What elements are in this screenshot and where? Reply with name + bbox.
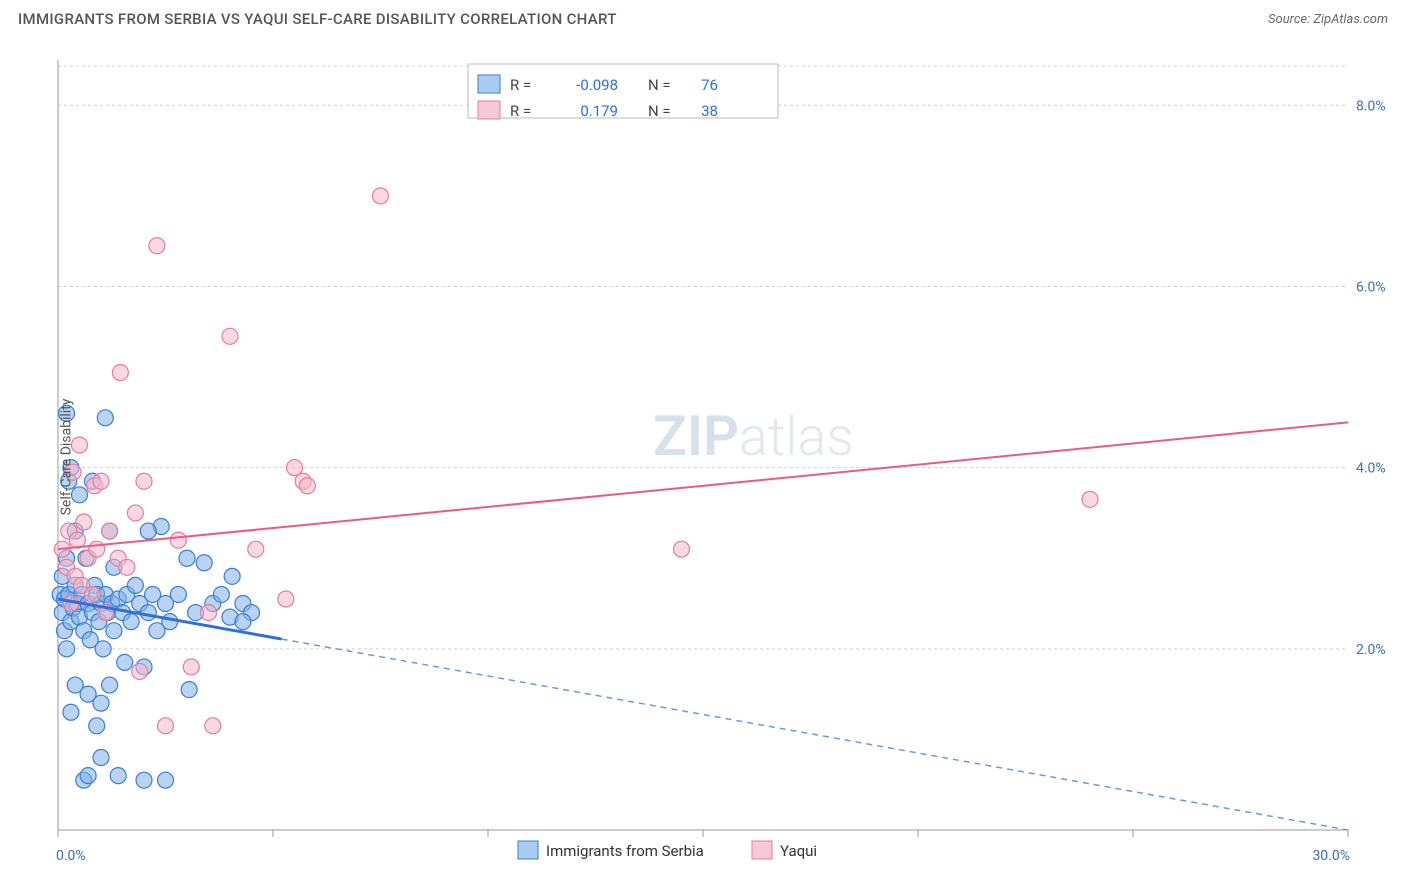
data-point [127,505,143,521]
data-point [127,577,143,593]
data-point [80,768,96,784]
legend-n-label: N = [648,102,671,120]
data-point [84,586,100,602]
legend-series-label: Immigrants from Serbia [546,842,704,860]
data-point [373,188,389,204]
data-point [149,238,165,254]
legend-swatch [518,841,538,859]
data-point [1082,491,1098,507]
data-point [196,555,212,571]
data-point [110,768,126,784]
legend-r-label: R = [510,76,531,94]
legend-swatch [478,75,500,93]
data-point [235,614,251,630]
data-point [132,663,148,679]
legend-swatch [752,841,772,859]
y-tick-label: 2.0% [1356,642,1386,658]
data-point [181,682,197,698]
data-point [76,514,92,530]
data-point [158,718,174,734]
data-point [170,532,186,548]
data-point [170,586,186,602]
legend-r-value: -0.098 [576,76,618,94]
legend-swatch [478,101,500,119]
source-prefix: Source: [1268,12,1313,27]
y-tick-label: 4.0% [1356,461,1386,477]
data-point [183,659,199,675]
data-point [674,541,690,557]
data-point [140,605,156,621]
data-point [63,704,79,720]
data-point [93,695,109,711]
data-point [93,750,109,766]
legend-r-value: 0.179 [580,102,618,120]
data-point [140,523,156,539]
data-point [95,641,111,657]
data-point [162,614,178,630]
data-point [93,473,109,489]
data-point [123,614,139,630]
data-point [179,550,195,566]
x-tick-label: 0.0% [56,848,86,864]
trendline-serbia-dashed [282,639,1348,830]
data-point [278,591,294,607]
data-point [106,623,122,639]
data-point [112,365,128,381]
y-tick-label: 6.0% [1356,279,1386,295]
chart-title: IMMIGRANTS FROM SERBIA VS YAQUI SELF-CAR… [18,10,617,28]
data-point [97,410,113,426]
watermark: ZIPatlas [653,403,854,469]
data-point [89,718,105,734]
data-point [102,677,118,693]
y-tick-label: 8.0% [1356,98,1386,114]
legend-n-value: 38 [701,102,718,120]
legend-n-value: 76 [701,76,718,94]
data-point [224,568,240,584]
x-tick-label: 30.0% [1312,848,1350,864]
correlation-scatter-chart: 2.0% 4.0% 6.0% 8.0% 0.0% 30.0% ZIPatlas R = -0.0… [18,40,1388,874]
data-point [299,478,315,494]
y-axis-label: Self-Care Disability [58,399,74,516]
legend-r-label: R = [510,102,531,120]
data-point [136,473,152,489]
data-point [222,328,238,344]
legend-n-label: N = [648,76,671,94]
data-point [248,541,264,557]
data-point [213,586,229,602]
data-point [201,605,217,621]
data-point [136,772,152,788]
data-point [158,772,174,788]
data-point [59,641,75,657]
source-attribution: Source: ZipAtlas.com [1268,12,1388,27]
data-point [205,718,221,734]
data-point [119,559,135,575]
source-link[interactable]: ZipAtlas.com [1313,12,1388,27]
data-point [117,654,133,670]
data-point [89,541,105,557]
legend-series-label: Yaqui [780,842,817,860]
data-point [102,523,118,539]
data-point [69,532,85,548]
